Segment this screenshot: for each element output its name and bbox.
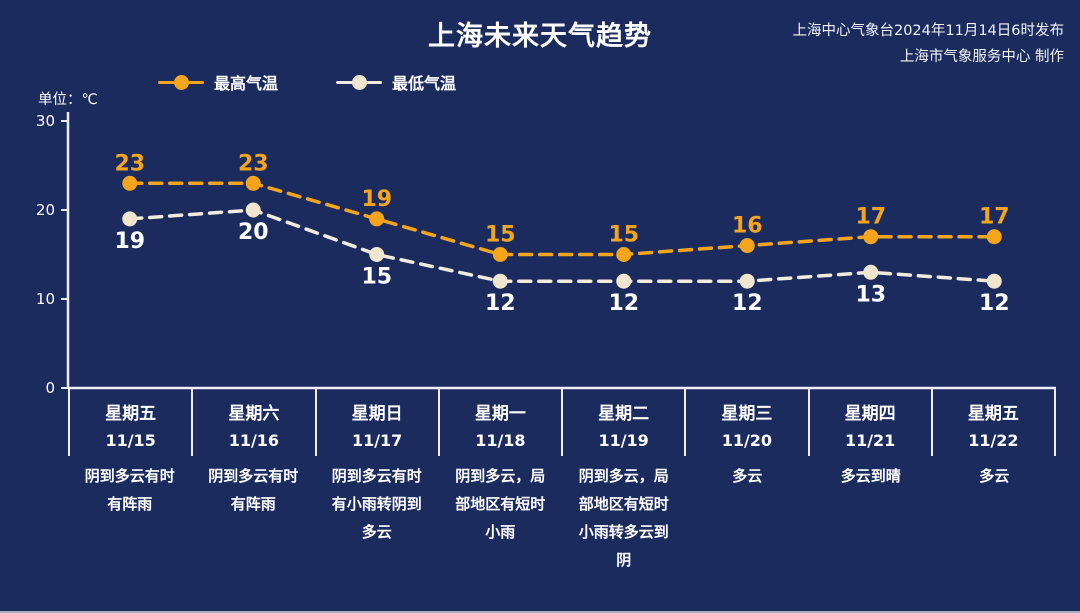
- high-temp-value-label: 23: [114, 151, 145, 176]
- high-temp-point: [245, 175, 261, 191]
- day-column-11-18: 星期一 11/18: [437, 389, 561, 456]
- legend-item-low-temp: 最低气温: [336, 70, 456, 94]
- weather-description: 多云: [979, 467, 1010, 485]
- weather-description: 阴到多云有时有小雨转阴到多云: [331, 467, 422, 541]
- date-label: 11/17: [351, 431, 403, 450]
- y-tick-label: 10: [36, 290, 55, 308]
- chart-legend: 最高气温 最低气温: [158, 70, 456, 94]
- y-tick-label: 20: [36, 201, 55, 219]
- low-temp-value-label: 13: [855, 282, 886, 307]
- day-column-11-16: 星期六 11/16: [191, 389, 314, 456]
- day-column-11-22: 星期五 11/22: [930, 389, 1056, 456]
- weekday-label: 星期四: [844, 404, 896, 424]
- date-label: 11/19: [598, 431, 649, 450]
- legend-item-high-temp: 最高气温: [158, 70, 278, 94]
- low-temp-value-label: 12: [485, 291, 516, 316]
- publisher-info: 上海中心气象台2024年11月14日6时发布 上海市气象服务中心 制作: [792, 18, 1064, 70]
- date-label: 11/22: [968, 431, 1019, 450]
- low-temp-point: [616, 273, 632, 289]
- high-temp-point: [369, 211, 385, 227]
- high-temp-line-dot-icon: [158, 74, 204, 90]
- unit-label: 单位：℃: [38, 92, 98, 108]
- date-label: 11/21: [844, 431, 896, 450]
- weekday-label: 星期二: [598, 404, 650, 424]
- date-label: 11/20: [721, 431, 773, 450]
- high-temp-value-label: 15: [608, 223, 639, 248]
- weather-description: 多云到晴: [840, 467, 901, 485]
- weekday-label: 星期五: [105, 404, 157, 424]
- high-temp-point: [739, 238, 755, 254]
- day-column-11-20: 星期三 11/20: [684, 389, 807, 456]
- weather-description: 多云: [732, 467, 763, 485]
- weather-description: 阴到多云，局部地区有短时小雨: [455, 467, 546, 541]
- low-temp-point: [122, 211, 138, 227]
- weekday-label: 星期三: [721, 404, 773, 424]
- low-temp-point: [739, 273, 755, 289]
- high-temp-point: [492, 247, 508, 262]
- day-column-11-15: 星期五 11/15: [68, 389, 191, 456]
- day-column-11-17: 星期日 11/17: [314, 389, 438, 456]
- weekday-label: 星期日: [351, 404, 403, 424]
- day-column-11-21: 星期四 11/21: [807, 389, 931, 456]
- low-temp-point: [245, 202, 261, 218]
- high-temp-value-label: 17: [979, 205, 1010, 230]
- weekday-label: 星期一: [474, 404, 526, 424]
- high-temp-value-label: 15: [485, 223, 516, 248]
- weather-description: 阴到多云有时有阵雨: [84, 467, 175, 513]
- low-temp-point: [492, 273, 508, 289]
- high-temp-point: [863, 229, 879, 245]
- high-temp-point: [122, 175, 138, 191]
- high-temp-line: [128, 181, 996, 257]
- page-title: 上海未来天气趋势: [428, 21, 652, 52]
- high-temp-point: [616, 247, 632, 262]
- day-header-row: 星期五 11/15 星期六 11/16 星期日 11/17 星期一 11/18 星期二 11/19…: [68, 389, 1056, 456]
- low-temp-value-label: 12: [608, 291, 639, 316]
- date-label: 11/15: [105, 431, 156, 450]
- weather-description-row: 阴到多云有时有阵雨 阴到多云有时有阵雨 阴到多云有时有小雨转阴到多云 阴到多云，局部地…: [68, 462, 1056, 574]
- legend-label-high-temp: 最高气温: [214, 74, 279, 93]
- weekday-label: 星期五: [967, 404, 1019, 424]
- weekday-label: 星期六: [228, 404, 280, 424]
- low-temp-value-label: 15: [361, 265, 392, 290]
- low-temp-line: [128, 208, 996, 283]
- legend-label-low-temp: 最低气温: [392, 74, 457, 93]
- low-temp-line-dot-icon: [336, 74, 383, 90]
- high-temp-value-label: 17: [855, 205, 886, 230]
- high-temp-point: [986, 229, 1002, 245]
- low-temp-value-label: 12: [732, 291, 763, 316]
- weather-description: 阴到多云有时有阵雨: [208, 467, 299, 513]
- high-temp-value-label: 19: [361, 187, 392, 212]
- y-tick-label: 30: [36, 112, 55, 130]
- high-temp-value-label: 16: [732, 214, 763, 239]
- low-temp-point: [863, 264, 879, 280]
- day-column-11-19: 星期二 11/19: [561, 389, 684, 456]
- high-temp-value-label: 23: [238, 151, 269, 176]
- y-tick-label: 0: [45, 379, 55, 397]
- publisher-line-1: 上海中心气象台2024年11月14日6时发布: [792, 23, 1064, 39]
- low-temp-value-label: 20: [238, 220, 269, 245]
- date-label: 11/16: [228, 431, 280, 450]
- date-label: 11/18: [475, 431, 526, 450]
- low-temp-value-label: 12: [979, 291, 1010, 316]
- publisher-line-2: 上海市气象服务中心 制作: [899, 49, 1064, 65]
- weather-description: 阴到多云，局部地区有短时小雨转多云到阴: [578, 467, 669, 569]
- low-temp-value-label: 19: [114, 229, 145, 254]
- low-temp-point: [986, 273, 1002, 289]
- low-temp-point: [369, 247, 385, 262]
- bottom-edge-line: [0, 611, 1080, 613]
